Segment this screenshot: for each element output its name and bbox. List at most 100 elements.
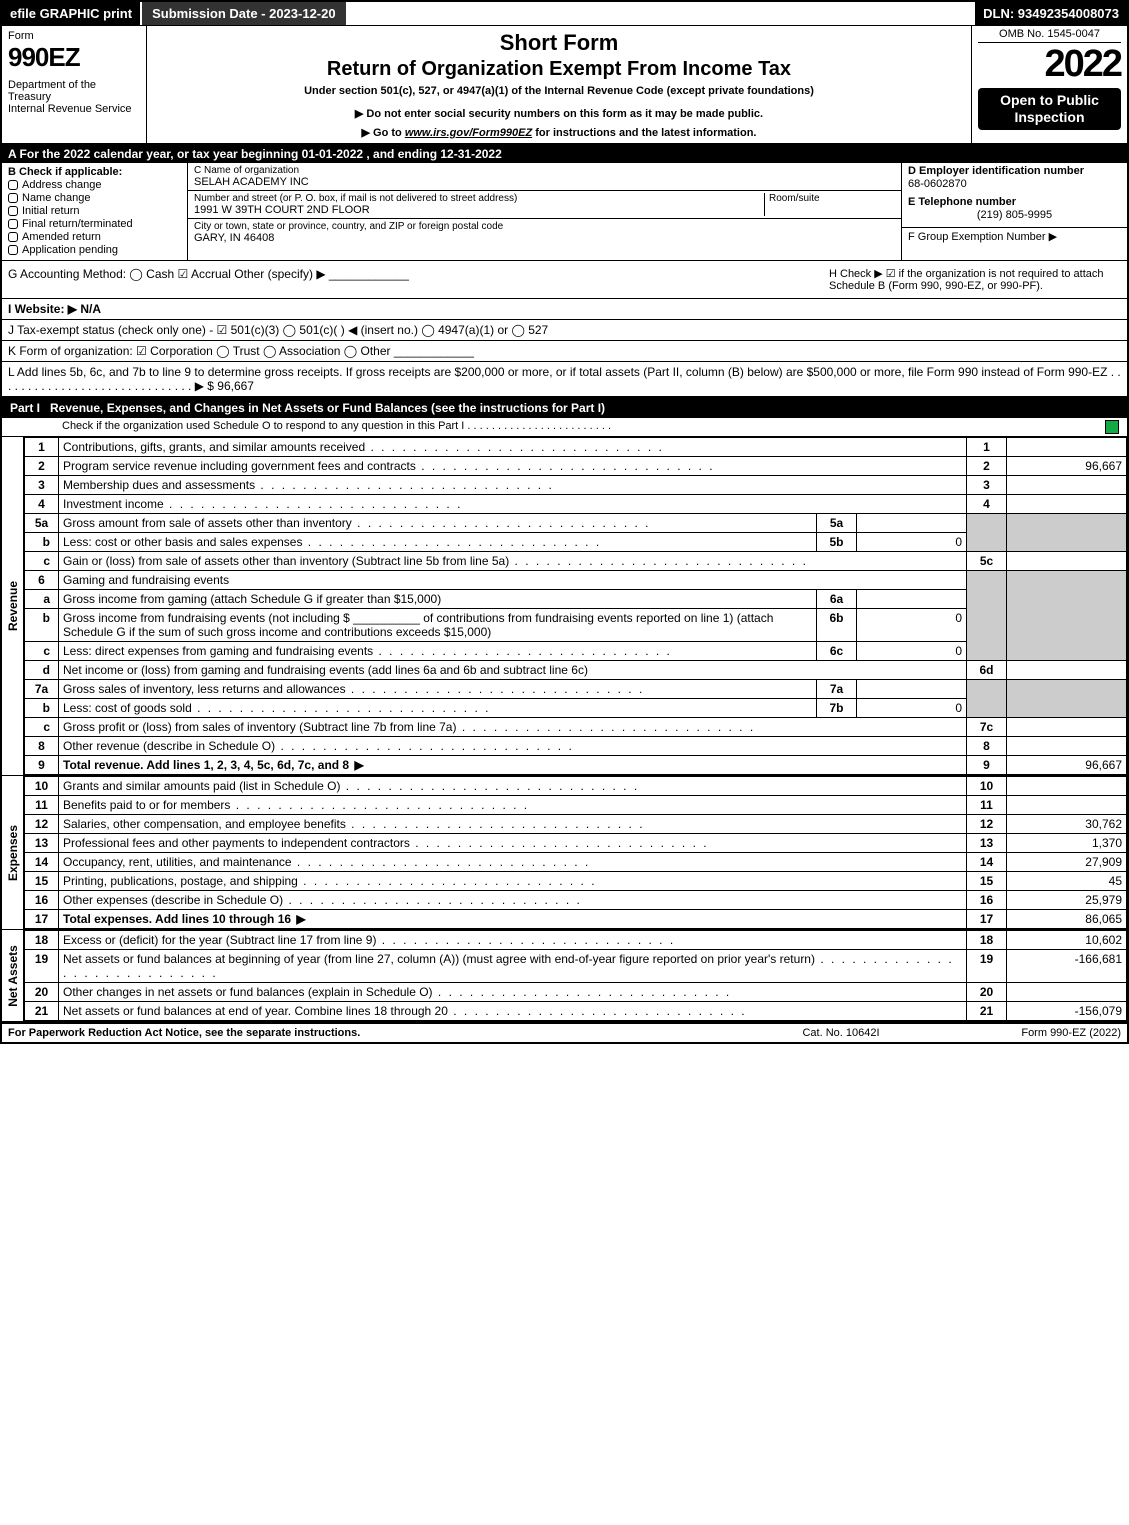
goto-pre: ▶ Go to bbox=[362, 127, 405, 139]
revenue-label: Revenue bbox=[2, 437, 24, 775]
chk-initial-return[interactable]: Initial return bbox=[8, 205, 181, 217]
dln: DLN: 93492354008073 bbox=[975, 2, 1127, 25]
chk-final-return[interactable]: Final return/terminated bbox=[8, 218, 181, 230]
col-c: C Name of organization SELAH ACADEMY INC… bbox=[188, 163, 902, 260]
line-1: 1Contributions, gifts, grants, and simil… bbox=[25, 438, 1127, 457]
line-11: 11Benefits paid to or for members11 bbox=[25, 796, 1127, 815]
chk-address-change[interactable]: Address change bbox=[8, 179, 181, 191]
col-d-e-f: D Employer identification number 68-0602… bbox=[902, 163, 1127, 260]
submission-date: Submission Date - 2023-12-20 bbox=[140, 2, 346, 25]
line-7b: bLess: cost of goods sold7b0 bbox=[25, 699, 1127, 718]
tax-exempt-status: J Tax-exempt status (check only one) - ☑… bbox=[2, 320, 1127, 341]
line-14: 14Occupancy, rent, utilities, and mainte… bbox=[25, 853, 1127, 872]
col-b-title: B Check if applicable: bbox=[8, 166, 181, 178]
line-3: 3Membership dues and assessments3 bbox=[25, 476, 1127, 495]
form-word: Form bbox=[8, 30, 140, 42]
expenses-label: Expenses bbox=[2, 776, 24, 929]
under-section: Under section 501(c), 527, or 4947(a)(1)… bbox=[155, 85, 963, 97]
gross-receipts-row: L Add lines 5b, 6c, and 7b to line 9 to … bbox=[2, 362, 1127, 398]
expenses-table: 10Grants and similar amounts paid (list … bbox=[24, 776, 1127, 929]
form-990ez: efile GRAPHIC print Submission Date - 20… bbox=[0, 0, 1129, 1044]
goto-line: ▶ Go to www.irs.gov/Form990EZ for instru… bbox=[155, 126, 963, 139]
city-row: City or town, state or province, country… bbox=[188, 219, 901, 246]
row-g-h: G Accounting Method: ◯ Cash ☑ Accrual Ot… bbox=[2, 261, 1127, 299]
chk-amended-return[interactable]: Amended return bbox=[8, 231, 181, 243]
form-number: 990EZ bbox=[8, 42, 140, 73]
footer-form: Form 990-EZ (2022) bbox=[941, 1027, 1121, 1039]
chk-name-change[interactable]: Name change bbox=[8, 192, 181, 204]
part-1-sub: Check if the organization used Schedule … bbox=[2, 418, 1127, 437]
line-5a: 5aGross amount from sale of assets other… bbox=[25, 514, 1127, 533]
city-label: City or town, state or province, country… bbox=[194, 221, 895, 232]
line-5b: bLess: cost or other basis and sales exp… bbox=[25, 533, 1127, 552]
line-5c: cGain or (loss) from sale of assets othe… bbox=[25, 552, 1127, 571]
department: Department of the Treasury Internal Reve… bbox=[8, 79, 140, 115]
part-1-sub-text: Check if the organization used Schedule … bbox=[62, 420, 1105, 434]
line-12: 12Salaries, other compensation, and empl… bbox=[25, 815, 1127, 834]
revenue-table: 1Contributions, gifts, grants, and simil… bbox=[24, 437, 1127, 775]
phone-label: E Telephone number bbox=[908, 196, 1121, 208]
net-assets-table: 18Excess or (deficit) for the year (Subt… bbox=[24, 930, 1127, 1021]
revenue-section: Revenue 1Contributions, gifts, grants, a… bbox=[2, 437, 1127, 776]
part-1-header: Part I Revenue, Expenses, and Changes in… bbox=[2, 398, 1127, 418]
line-7c: cGross profit or (loss) from sales of in… bbox=[25, 718, 1127, 737]
ein-label: D Employer identification number bbox=[908, 165, 1121, 177]
org-name: SELAH ACADEMY INC bbox=[194, 176, 895, 188]
footer-left: For Paperwork Reduction Act Notice, see … bbox=[8, 1027, 741, 1039]
line-16: 16Other expenses (describe in Schedule O… bbox=[25, 891, 1127, 910]
line-8: 8Other revenue (describe in Schedule O)8 bbox=[25, 737, 1127, 756]
phone-value: (219) 805-9995 bbox=[908, 209, 1121, 221]
schedule-o-checkbox[interactable] bbox=[1105, 420, 1119, 434]
header-left: Form 990EZ Department of the Treasury In… bbox=[2, 26, 147, 143]
footer: For Paperwork Reduction Act Notice, see … bbox=[2, 1023, 1127, 1042]
ein-value: 68-0602870 bbox=[908, 178, 1121, 190]
omb-number: OMB No. 1545-0047 bbox=[978, 28, 1121, 43]
expenses-section: Expenses 10Grants and similar amounts pa… bbox=[2, 776, 1127, 930]
block-b-c-d-e-f: B Check if applicable: Address change Na… bbox=[2, 163, 1127, 261]
line-21: 21Net assets or fund balances at end of … bbox=[25, 1002, 1127, 1021]
line-6a: aGross income from gaming (attach Schedu… bbox=[25, 590, 1127, 609]
topbar: efile GRAPHIC print Submission Date - 20… bbox=[2, 2, 1127, 26]
accounting-method: G Accounting Method: ◯ Cash ☑ Accrual Ot… bbox=[8, 267, 821, 281]
open-inspection: Open to Public Inspection bbox=[978, 88, 1121, 130]
city: GARY, IN 46408 bbox=[194, 232, 895, 244]
line-4: 4Investment income4 bbox=[25, 495, 1127, 514]
chk-application-pending[interactable]: Application pending bbox=[8, 244, 181, 256]
group-exemption-label: F Group Exemption Number ▶ bbox=[908, 230, 1121, 243]
footer-catalog: Cat. No. 10642I bbox=[741, 1027, 941, 1039]
room-label: Room/suite bbox=[769, 193, 895, 204]
goto-link[interactable]: www.irs.gov/Form990EZ bbox=[405, 127, 532, 139]
line-6c: cLess: direct expenses from gaming and f… bbox=[25, 642, 1127, 661]
col-b: B Check if applicable: Address change Na… bbox=[2, 163, 188, 260]
line-7a: 7aGross sales of inventory, less returns… bbox=[25, 680, 1127, 699]
short-form-title: Short Form bbox=[155, 30, 963, 56]
line-19: 19Net assets or fund balances at beginni… bbox=[25, 950, 1127, 983]
form-of-organization: K Form of organization: ☑ Corporation ◯ … bbox=[2, 341, 1127, 362]
efile-label: efile GRAPHIC print bbox=[2, 2, 140, 25]
line-6: 6Gaming and fundraising events bbox=[25, 571, 1127, 590]
line-17: 17Total expenses. Add lines 10 through 1… bbox=[25, 910, 1127, 929]
line-10: 10Grants and similar amounts paid (list … bbox=[25, 777, 1127, 796]
goto-post: for instructions and the latest informat… bbox=[532, 127, 756, 139]
header-right: OMB No. 1545-0047 2022 Open to Public In… bbox=[972, 26, 1127, 143]
line-2: 2Program service revenue including gover… bbox=[25, 457, 1127, 476]
schedule-b-check: H Check ▶ ☑ if the organization is not r… bbox=[821, 267, 1121, 292]
line-20: 20Other changes in net assets or fund ba… bbox=[25, 983, 1127, 1002]
net-assets-section: Net Assets 18Excess or (deficit) for the… bbox=[2, 930, 1127, 1023]
return-title: Return of Organization Exempt From Incom… bbox=[155, 58, 963, 81]
line-15: 15Printing, publications, postage, and s… bbox=[25, 872, 1127, 891]
net-assets-label: Net Assets bbox=[2, 930, 24, 1021]
topbar-spacer bbox=[346, 2, 976, 25]
line-9: 9Total revenue. Add lines 1, 2, 3, 4, 5c… bbox=[25, 756, 1127, 775]
ssn-warning: ▶ Do not enter social security numbers o… bbox=[155, 107, 963, 120]
line-6d: dNet income or (loss) from gaming and fu… bbox=[25, 661, 1127, 680]
header-mid: Short Form Return of Organization Exempt… bbox=[147, 26, 972, 143]
org-name-label: C Name of organization bbox=[194, 165, 895, 176]
line-18: 18Excess or (deficit) for the year (Subt… bbox=[25, 931, 1127, 950]
tax-year: 2022 bbox=[978, 43, 1121, 86]
address-row: Number and street (or P. O. box, if mail… bbox=[188, 191, 901, 219]
website-row: I Website: ▶ N/A bbox=[2, 299, 1127, 320]
line-13: 13Professional fees and other payments t… bbox=[25, 834, 1127, 853]
line-6b: bGross income from fundraising events (n… bbox=[25, 609, 1127, 642]
org-name-row: C Name of organization SELAH ACADEMY INC bbox=[188, 163, 901, 191]
